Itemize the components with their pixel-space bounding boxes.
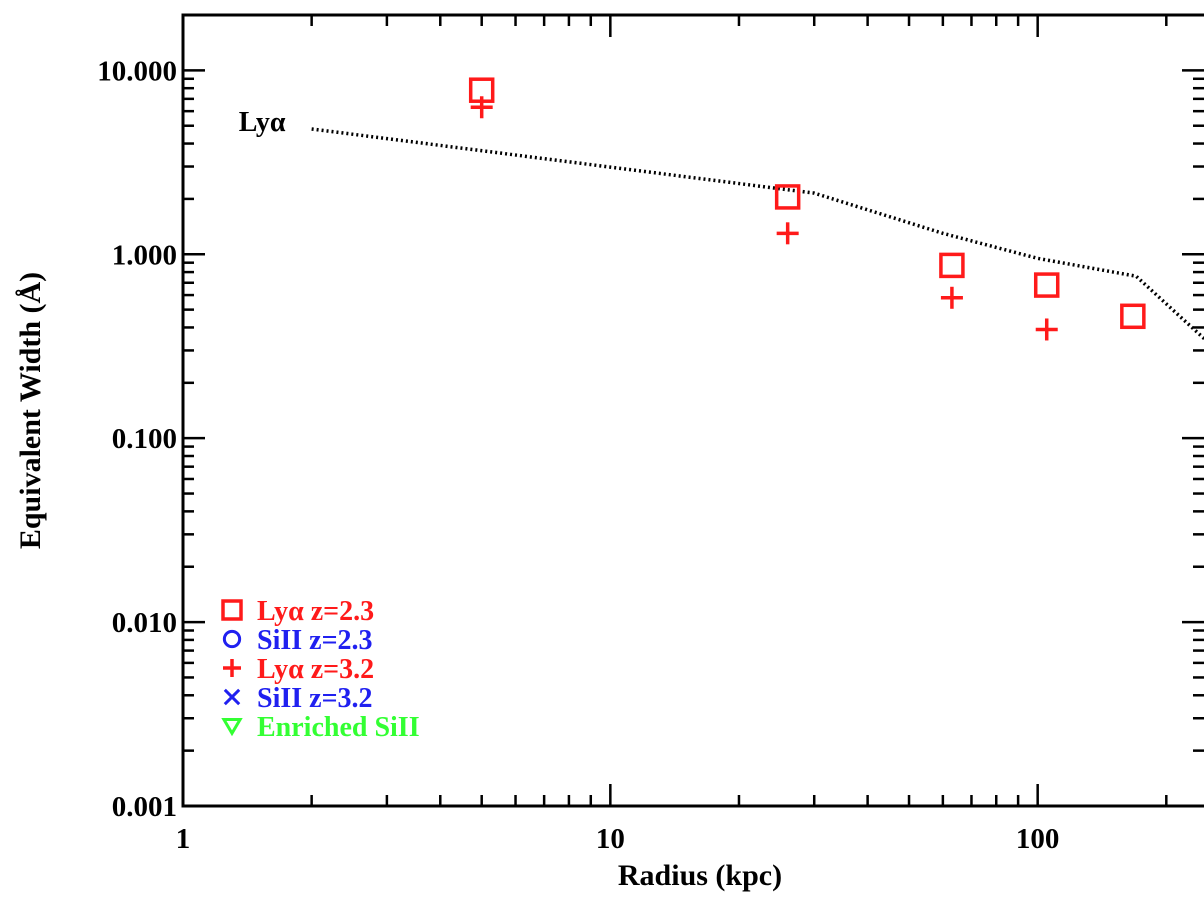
legend-label: SiII z=3.2 [257, 683, 373, 714]
data-point-plus [940, 286, 963, 309]
markers-group [468, 77, 1146, 341]
legend-item: Lyα z=2.3 [221, 596, 374, 627]
legend-item: Enriched SiII [221, 712, 420, 743]
y-tick-label: 0.001 [112, 791, 177, 823]
grid-ticks-group [181, 13, 1204, 808]
plot-frame-group [181, 13, 1204, 808]
tick-labels-group: 1 10 100 0.001 0.010 0.100 1.000 10.000 [97, 55, 1059, 855]
model-line-group [311, 127, 1204, 341]
x-axis-title: Radius (kpc) [618, 859, 782, 892]
legend-marker-square [221, 599, 243, 621]
legend-marker-plus [223, 659, 241, 677]
legend-label: Lyα z=2.3 [257, 596, 374, 627]
legend-item: SiII z=2.3 [222, 625, 373, 656]
data-point-square [774, 184, 801, 210]
x-tick-label: 1 [176, 823, 191, 855]
legend-marker-triangle-down [221, 718, 243, 737]
x-b [223, 688, 241, 706]
y-tick-label: 0.010 [112, 607, 177, 639]
data-point-plus [1035, 318, 1058, 341]
legend-label: Enriched SiII [257, 712, 420, 743]
plot-frame [181, 13, 1204, 808]
data-point-square [939, 252, 965, 279]
model-dotted-line [311, 127, 1204, 341]
legend-marker-circle [222, 629, 242, 649]
x-tick-label: 10 [596, 823, 625, 855]
legend-item: SiII z=3.2 [223, 683, 373, 714]
data-point-square [1033, 272, 1060, 298]
data-point-plus [470, 96, 493, 119]
legend-item: Lyα z=3.2 [223, 654, 374, 685]
y-tick-label: 1.000 [112, 239, 177, 271]
x-tick-label: 100 [1016, 823, 1060, 855]
data-point-square [1120, 303, 1146, 330]
legend-label: Lyα z=3.2 [257, 654, 374, 685]
data-point-plus [776, 222, 799, 245]
y-axis-title: Equivalent Width (Å) [14, 272, 47, 549]
y-tick-label: 10.000 [97, 55, 177, 87]
legend-marker-x [223, 688, 241, 706]
y-tick-label: 0.100 [112, 423, 177, 455]
legend-label: SiII z=2.3 [257, 625, 373, 656]
line-annotation: Lyα [239, 107, 286, 138]
